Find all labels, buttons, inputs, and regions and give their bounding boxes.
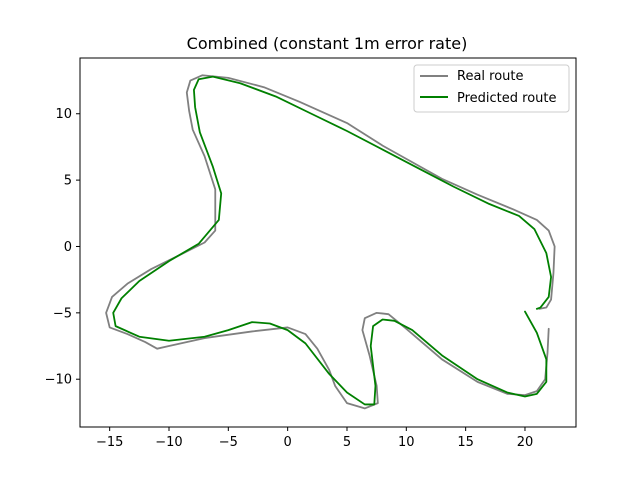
legend-label-predicted-route: Predicted route (457, 91, 557, 106)
legend: Real route Predicted route (413, 64, 570, 113)
x-tick-label: 0 (284, 435, 292, 450)
x-tick-label: −10 (155, 435, 182, 450)
x-axis-ticks: −15 −10 −5 0 5 10 15 20 (96, 427, 533, 450)
x-tick-label: 5 (343, 435, 351, 450)
legend-box (413, 64, 570, 113)
y-tick-label: −10 (45, 373, 72, 388)
axes-frame (79, 57, 577, 428)
plot-area: −15 −10 −5 0 5 10 15 20 −10 −5 0 5 10 (45, 57, 577, 450)
x-tick-label: 10 (398, 435, 415, 450)
x-tick-label: −15 (96, 435, 123, 450)
legend-label-real-route: Real route (457, 69, 524, 84)
y-tick-label: 10 (55, 107, 72, 122)
y-axis-ticks: −10 −5 0 5 10 (45, 107, 80, 388)
x-tick-label: −5 (219, 435, 238, 450)
y-tick-label: 0 (64, 240, 72, 255)
series-line-predicted-route (112, 75, 552, 406)
y-tick-label: −5 (53, 306, 72, 321)
x-tick-label: 20 (517, 435, 534, 450)
series-layer (105, 74, 556, 410)
chart-title: Combined (constant 1m error rate) (187, 34, 468, 53)
y-tick-label: 5 (64, 174, 72, 189)
x-tick-label: 15 (457, 435, 474, 450)
series-line-real-route (105, 74, 556, 410)
